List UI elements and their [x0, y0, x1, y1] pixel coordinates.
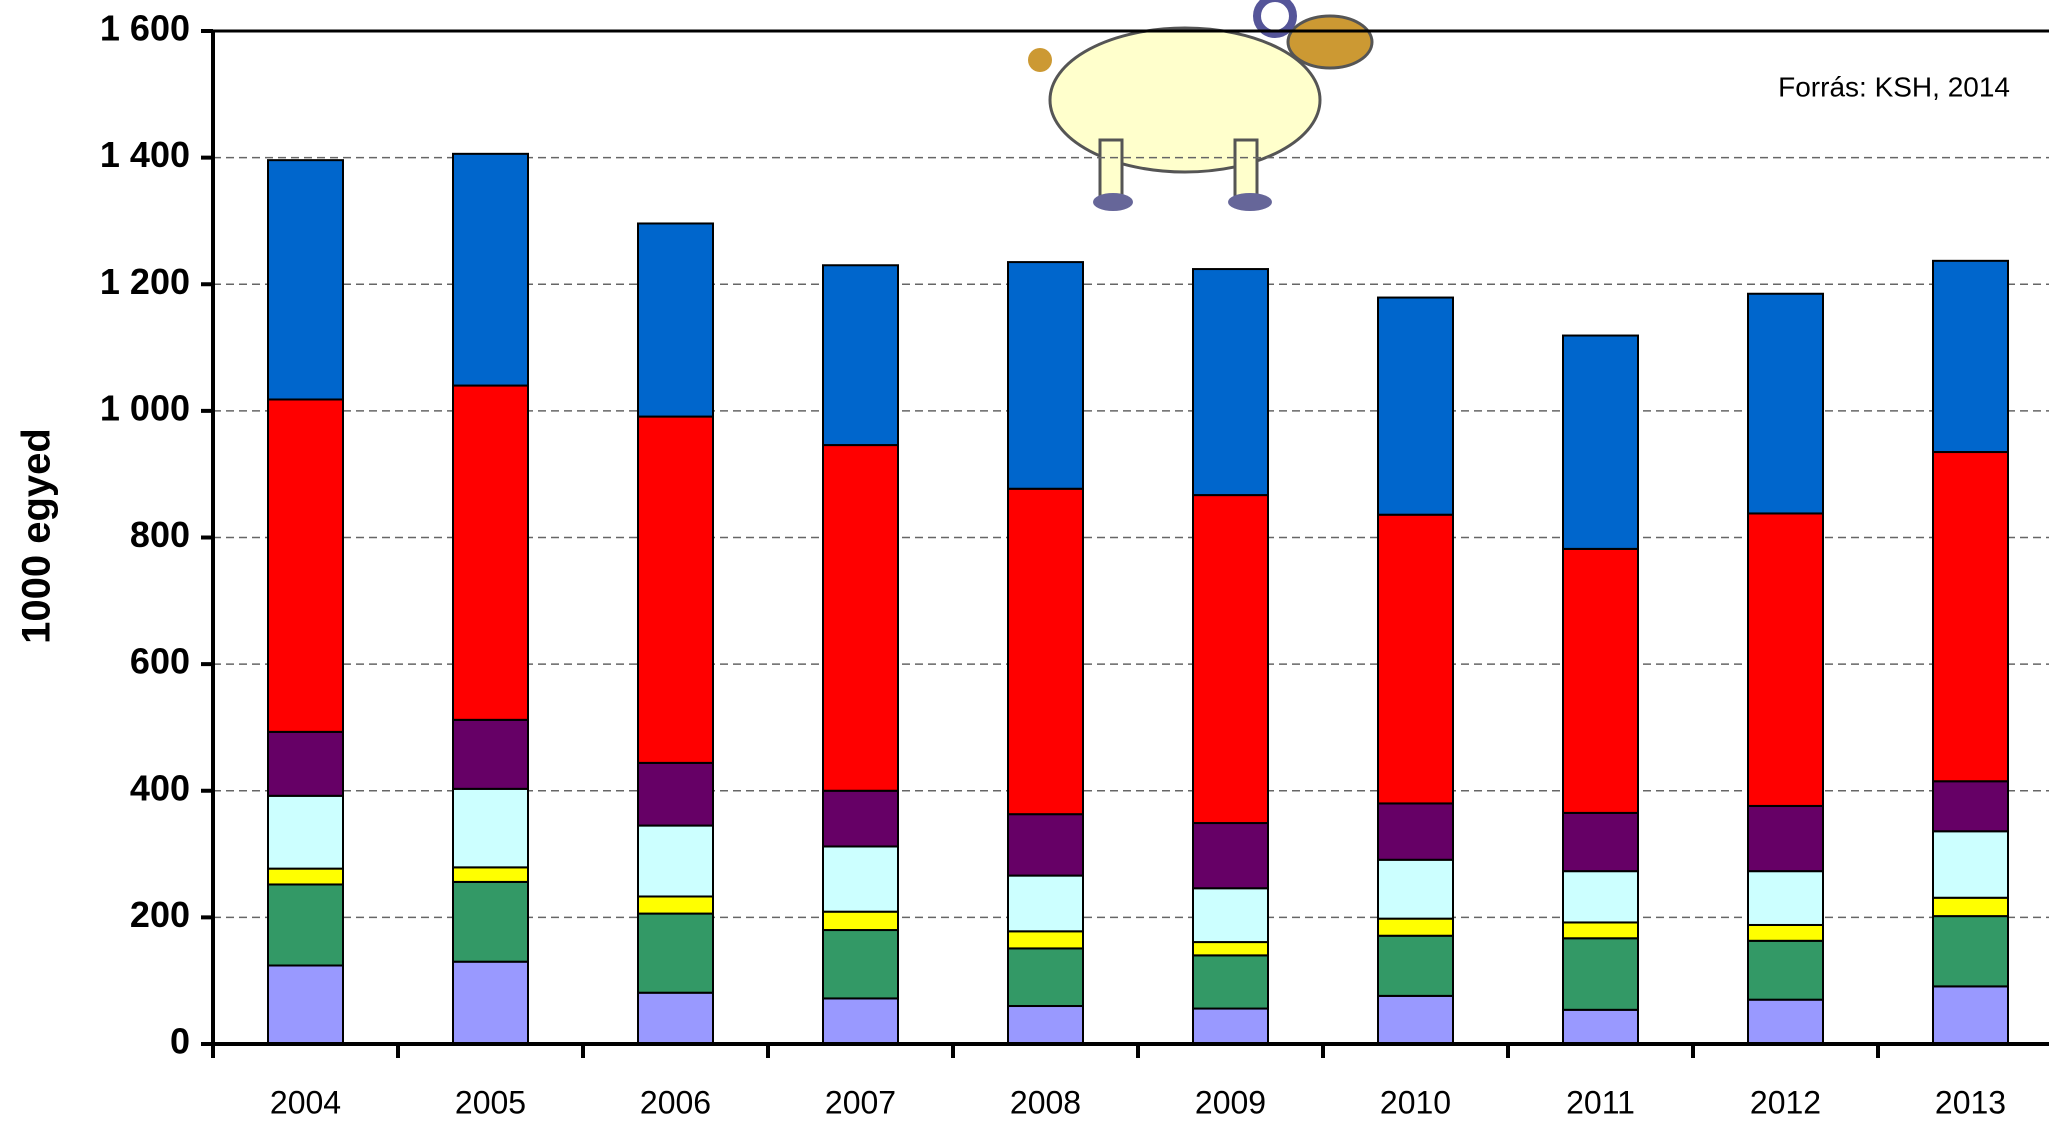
x-tick-label: 2008	[1010, 1084, 1081, 1120]
x-tick-label: 2006	[640, 1084, 711, 1120]
bar-segment	[1192, 1007, 1269, 1045]
bar-segment	[452, 880, 529, 963]
bar-segment	[1007, 487, 1084, 816]
bar-segment	[1192, 941, 1269, 957]
x-tick-label: 2011	[1566, 1084, 1635, 1120]
bar-segment	[1932, 985, 2009, 1045]
bar-segment	[1377, 994, 1454, 1046]
bar-segment	[1562, 547, 1639, 814]
bar-segment	[1932, 780, 2009, 833]
x-tick-label: 2013	[1935, 1084, 2006, 1120]
bar-segment	[822, 444, 899, 792]
bar-segment	[1007, 261, 1084, 490]
bar-segment	[1932, 896, 2009, 918]
bar-segment	[452, 866, 529, 883]
bar-segment	[1192, 954, 1269, 1010]
x-tick-label: 2009	[1195, 1084, 1266, 1120]
bar-segment	[452, 718, 529, 790]
bar-segment	[1377, 934, 1454, 997]
y-tick-label: 200	[130, 894, 190, 935]
bar-segment	[1747, 804, 1824, 873]
y-axis-title: 1000 egyed	[15, 428, 59, 644]
bar-segment	[822, 910, 899, 932]
bar-segment	[822, 929, 899, 1000]
bar-segment	[822, 264, 899, 447]
bar-segment	[637, 761, 714, 827]
bar-segment	[1007, 1005, 1084, 1046]
bar-segment	[1007, 947, 1084, 1008]
bar-segment	[1377, 858, 1454, 920]
bar-segment	[1377, 296, 1454, 516]
bar-segment	[822, 789, 899, 848]
x-tick-label: 2005	[455, 1084, 526, 1120]
bar-segment	[1192, 268, 1269, 497]
y-tick-label: 0	[170, 1021, 190, 1062]
bar-segment	[1747, 939, 1824, 1001]
bar-segment	[1377, 917, 1454, 937]
bar-segment	[452, 960, 529, 1045]
bar-segment	[452, 152, 529, 387]
bar-segment	[822, 845, 899, 913]
bar-segment	[1932, 915, 2009, 988]
y-tick-label: 400	[130, 767, 190, 808]
y-tick-label: 1 200	[100, 261, 190, 302]
bar-segment	[1562, 811, 1639, 873]
bar-segment	[1747, 923, 1824, 942]
bar-segment	[1562, 921, 1639, 940]
bar-segment	[637, 991, 714, 1045]
bar-segment	[267, 883, 344, 967]
bar-segment	[1007, 874, 1084, 933]
x-tick-label: 2007	[825, 1084, 896, 1120]
bar-segment	[1747, 998, 1824, 1046]
sheep-illustration	[1028, 0, 1374, 211]
bar-segment	[822, 997, 899, 1045]
bar-segment	[267, 730, 344, 797]
bar-segment	[1192, 822, 1269, 890]
x-tick-label: 2010	[1380, 1084, 1451, 1120]
bar-segment	[1932, 451, 2009, 783]
bar-segment	[1562, 1008, 1639, 1046]
bar-segment	[267, 159, 344, 401]
bar-segment	[637, 912, 714, 994]
bar-segment	[1747, 512, 1824, 807]
bar-segment	[1192, 887, 1269, 944]
bar-segment	[267, 794, 344, 870]
y-tick-label: 1 600	[100, 8, 190, 49]
source-note: Forrás: KSH, 2014	[1778, 71, 2010, 102]
bar-segment	[452, 384, 529, 721]
bar-segment	[267, 398, 344, 733]
bar-segment	[1007, 930, 1084, 950]
bar-segment	[267, 867, 344, 886]
bar-segment	[1747, 292, 1824, 515]
bar-segment	[1932, 830, 2009, 899]
y-tick-label: 1 000	[100, 387, 190, 428]
x-tick-label: 2012	[1750, 1084, 1821, 1120]
bar-segment	[452, 787, 529, 869]
bar-segment	[637, 824, 714, 898]
x-tick-label: 2004	[270, 1084, 341, 1120]
bar-segment	[637, 415, 714, 764]
bar-segment	[1377, 513, 1454, 805]
bar-segment	[1562, 870, 1639, 924]
bar-segment	[637, 895, 714, 915]
bar-segment	[1562, 937, 1639, 1011]
bar-segment	[1747, 870, 1824, 926]
bar-segment	[267, 964, 344, 1045]
bar-segment	[637, 222, 714, 418]
bar-segment	[1562, 334, 1639, 550]
bar-segment	[1192, 494, 1269, 825]
y-tick-label: 1 400	[100, 134, 190, 175]
y-tick-label: 800	[130, 514, 190, 555]
bar-segment	[1377, 802, 1454, 861]
bar-segment	[1007, 813, 1084, 877]
y-tick-label: 600	[130, 641, 190, 682]
bar-segment	[1932, 259, 2009, 454]
